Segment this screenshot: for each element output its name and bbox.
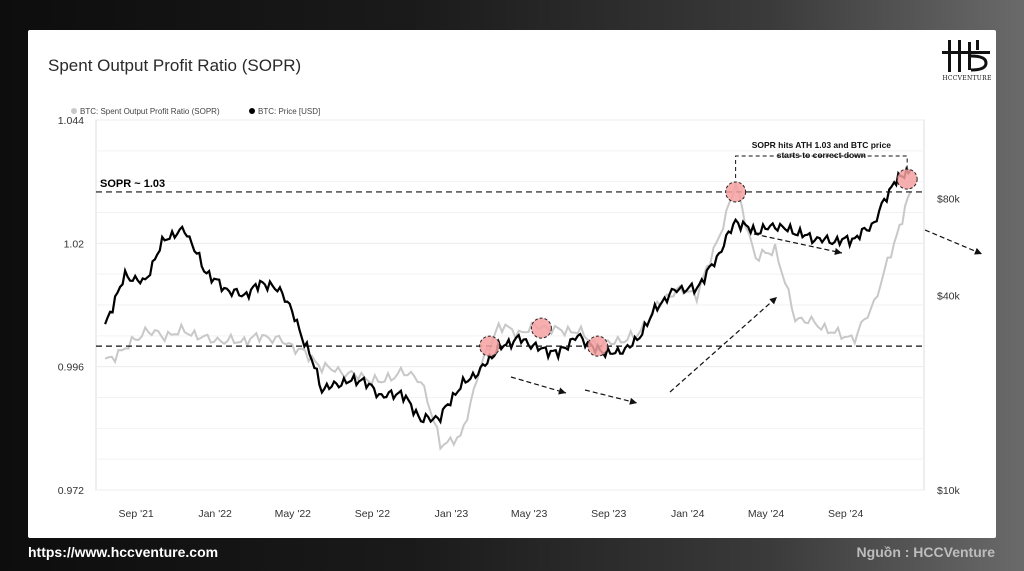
chart-annotations: SOPR ~ 1.03 SOPR hits ATH 1.03 and BTC pr… <box>96 140 983 405</box>
x-tick-label: Jan '24 <box>671 508 705 520</box>
footer-url[interactable]: https://www.hccventure.com <box>28 544 219 560</box>
callout-bracket <box>735 155 908 178</box>
highlight-circle <box>479 335 501 357</box>
highlight-circle <box>587 335 609 357</box>
legend-marker <box>71 108 77 114</box>
chart-grid <box>95 119 925 491</box>
x-tick-label: Sep '24 <box>828 508 863 520</box>
legend-label: BTC: Spent Output Profit Ratio (SOPR) <box>80 107 220 116</box>
y-left-tick-label: 0.996 <box>58 362 84 374</box>
highlight-circle <box>530 317 552 339</box>
x-tick-label: Jan '23 <box>435 508 469 520</box>
x-tick-label: May '22 <box>275 508 312 520</box>
callout-text-line-1: SOPR hits ATH 1.03 and BTC price <box>752 140 892 150</box>
chart-axes: Sep '21 Jan '22 May '22 Sep '22 Jan '23 May '… <box>58 115 961 520</box>
y-right-tick-label: $80k <box>937 193 961 205</box>
logo-text: HCCVENTURE <box>942 75 992 82</box>
trend-arrow <box>924 229 983 255</box>
highlight-circle <box>725 181 747 203</box>
trend-arrow <box>753 233 843 255</box>
price-series-line <box>104 166 912 425</box>
x-tick-label: May '23 <box>511 508 548 520</box>
trend-arrow <box>510 376 567 395</box>
y-left-tick-label: 0.972 <box>58 485 84 497</box>
hcc-logo-icon <box>942 40 990 72</box>
trend-arrow <box>669 296 778 393</box>
highlight-circle <box>896 168 918 190</box>
chart-lines <box>104 166 912 451</box>
chart-title: Spent Output Profit Ratio (SOPR) <box>48 56 302 75</box>
y-left-tick-label: 1.044 <box>58 115 84 127</box>
footer-source: Nguồn : HCCVenture <box>856 544 995 560</box>
trend-arrow <box>584 389 638 405</box>
sopr-line-label: SOPR ~ 1.03 <box>100 178 165 190</box>
chart-card: Spent Output Profit Ratio (SOPR) HCCVENT… <box>28 30 996 538</box>
x-tick-label: Sep '23 <box>591 508 626 520</box>
y-right-tick-label: $40k <box>937 291 961 303</box>
chart-legend: BTC: Spent Output Profit Ratio (SOPR) BTC… <box>71 107 320 116</box>
sopr-series-line <box>104 180 912 451</box>
legend-marker <box>249 108 255 114</box>
y-left-tick-label: 1.02 <box>64 238 85 250</box>
x-tick-label: May '24 <box>748 508 785 520</box>
y-right-tick-label: $10k <box>937 485 961 497</box>
legend-label: BTC: Price [USD] <box>258 107 320 116</box>
callout-text-line-2: starts to correct down <box>777 150 866 160</box>
x-tick-label: Jan '22 <box>198 508 232 520</box>
x-tick-label: Sep '22 <box>355 508 390 520</box>
x-tick-label: Sep '21 <box>118 508 153 520</box>
